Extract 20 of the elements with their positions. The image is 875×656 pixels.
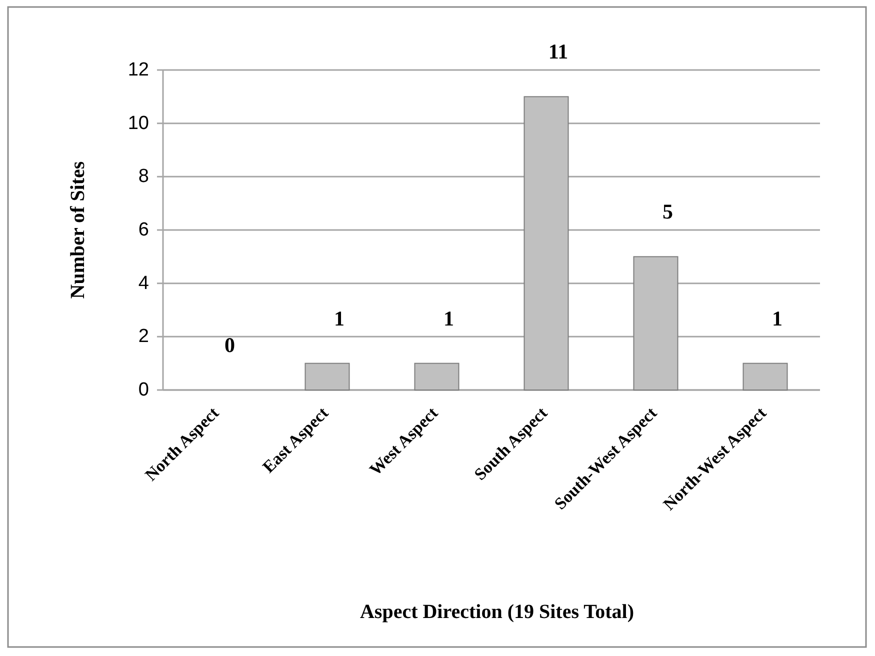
bar: [633, 256, 678, 390]
bar: [742, 362, 788, 390]
data-label: 11: [548, 40, 568, 64]
bar: [414, 362, 460, 390]
y-tick-label: 2: [138, 326, 149, 348]
bar: [304, 362, 350, 390]
bar: [524, 96, 569, 390]
data-label: 1: [444, 306, 454, 330]
y-tick-label: 8: [138, 166, 149, 188]
data-label: 1: [334, 306, 344, 330]
y-tick-label: 12: [128, 60, 149, 80]
y-tick-label: 4: [138, 272, 150, 294]
data-label: 5: [662, 200, 673, 224]
y-tick-label: 6: [138, 220, 149, 240]
data-label: 1: [772, 306, 782, 330]
y-tick-label: 0: [138, 380, 149, 400]
x-axis-title: Aspect Direction (19 Sites Total): [360, 601, 634, 623]
data-label: 0: [224, 333, 235, 357]
y-axis-title: Number of Sites: [67, 161, 89, 299]
y-tick-label: 10: [128, 112, 149, 134]
